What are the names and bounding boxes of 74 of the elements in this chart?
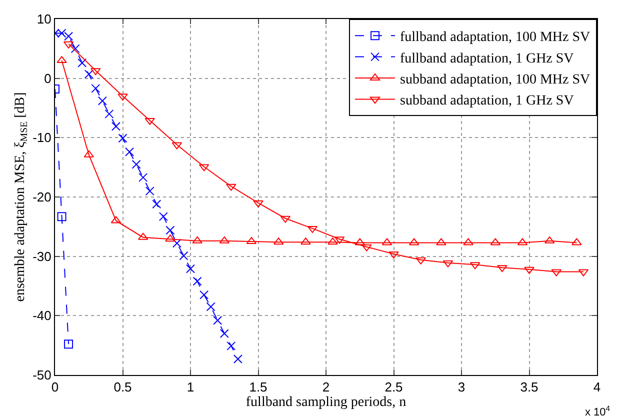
point [220, 328, 229, 338]
y-tick-label: 0 [44, 70, 52, 86]
y-tick-label: -50 [32, 368, 52, 383]
point [64, 32, 74, 41]
point [490, 238, 500, 246]
point [253, 200, 264, 208]
point [416, 257, 426, 264]
point [362, 244, 372, 252]
text: x 10$^{4}$ [585, 404, 611, 419]
point [104, 109, 114, 118]
point [57, 28, 66, 38]
point [226, 341, 236, 350]
x-tick-label: 0.5 [114, 380, 132, 395]
point [132, 160, 141, 169]
point [118, 134, 128, 143]
point [206, 302, 216, 312]
point [551, 269, 562, 276]
point [300, 238, 311, 245]
point [84, 70, 94, 79]
y-tick-label: -40 [32, 308, 52, 324]
point [328, 238, 338, 245]
point [354, 238, 365, 246]
point [118, 94, 128, 101]
x-tick-label: 2 [322, 380, 330, 395]
point [138, 172, 148, 182]
x-axis-title: fullband sampling periods, n [246, 394, 406, 410]
point [436, 238, 446, 246]
point [90, 68, 101, 76]
point [192, 276, 202, 286]
point [166, 226, 175, 235]
point [200, 290, 209, 300]
point [388, 251, 399, 258]
point [111, 122, 120, 131]
y-tick-label: -10 [32, 130, 52, 146]
point [125, 147, 134, 156]
point [186, 264, 195, 274]
y-tick-label: -30 [32, 248, 52, 264]
point [524, 266, 534, 274]
point [144, 118, 155, 125]
point [158, 212, 168, 222]
point [463, 238, 474, 246]
y-tick-label: -20 [32, 190, 52, 205]
point [165, 234, 176, 242]
legend-label: fullband adaptation, 1 GHz SV [400, 51, 574, 66]
y-tick-label: 10 [36, 12, 52, 27]
point [98, 96, 107, 106]
point [219, 236, 230, 244]
point [78, 58, 87, 68]
point [172, 238, 182, 248]
point [70, 44, 80, 54]
point [64, 340, 74, 349]
x-tick-label: 2.5 [384, 380, 403, 395]
point [152, 200, 162, 209]
x-tick-label: 4 [593, 380, 601, 395]
point [572, 238, 582, 246]
point [56, 56, 67, 64]
point [280, 216, 290, 223]
x-tick-label: 1.5 [249, 380, 268, 395]
point [84, 150, 94, 158]
point [91, 84, 100, 93]
x-tick-label: 3 [458, 380, 466, 395]
point [179, 251, 188, 260]
point [213, 316, 222, 325]
legend-label: fullband adaptation, 100 MHz SV [400, 30, 590, 46]
legend-label: subband adaptation, 100 MHz SV [400, 72, 590, 88]
point [145, 186, 154, 196]
x-tick-label: 3.5 [520, 380, 538, 395]
point [57, 212, 66, 222]
point [192, 236, 202, 244]
legend-label: subband adaptation, 1 GHz SV [400, 94, 574, 109]
point [497, 265, 508, 272]
x-tick-label: 1 [186, 380, 194, 395]
point [233, 354, 242, 364]
point [226, 184, 236, 191]
